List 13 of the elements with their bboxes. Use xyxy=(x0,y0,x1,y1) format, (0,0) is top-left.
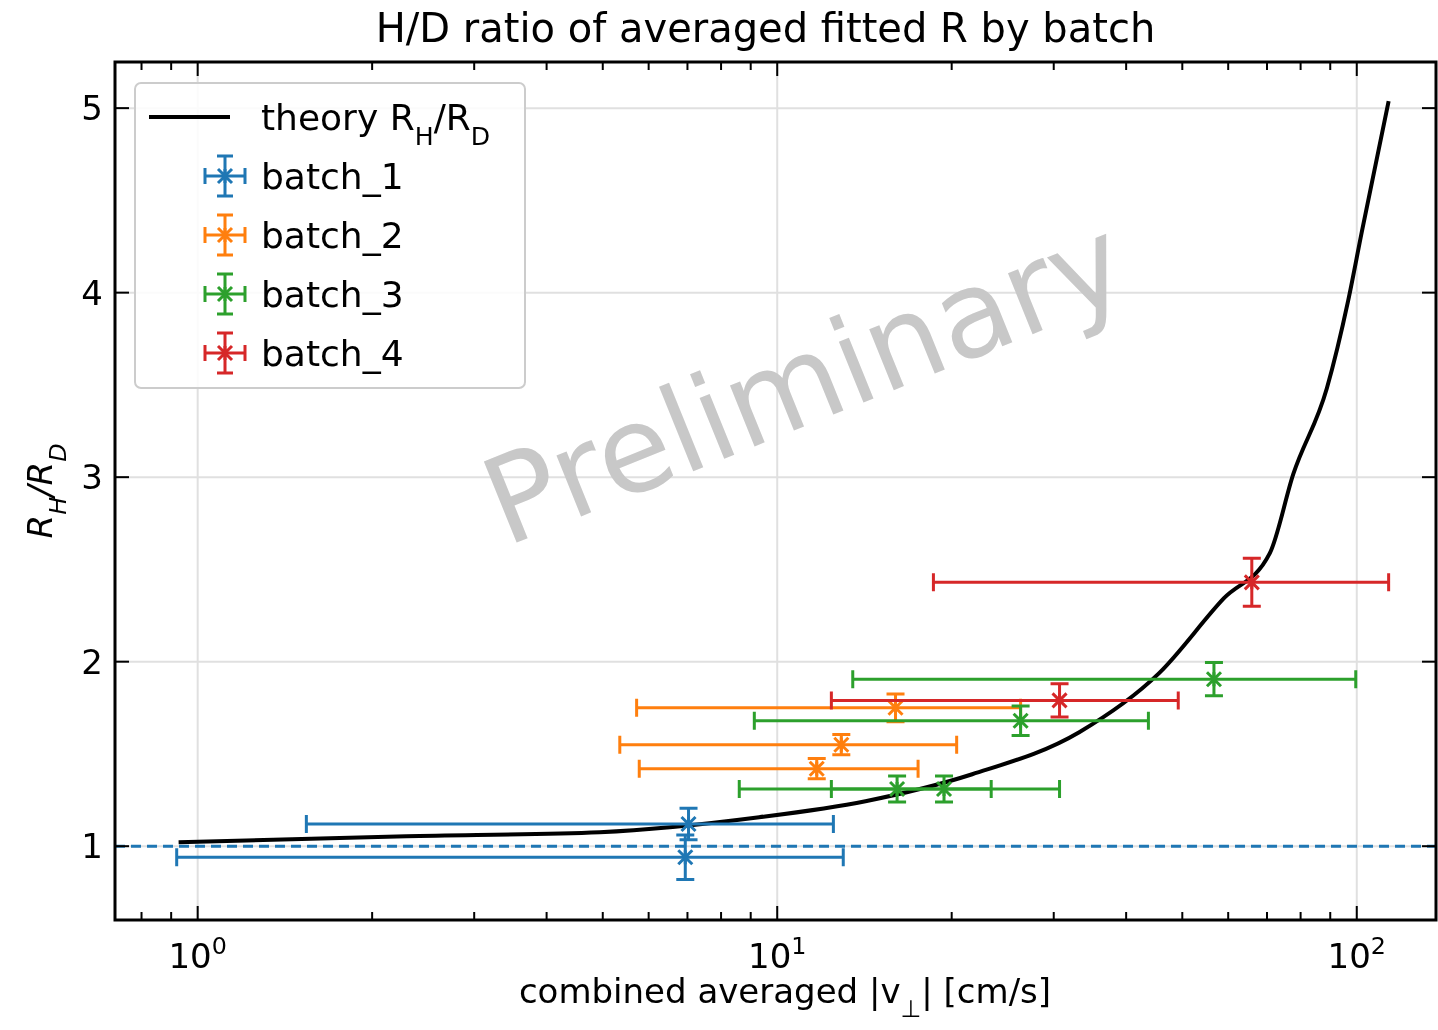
y-tick-label: 4 xyxy=(81,272,103,313)
x-tick-label: 10$^{0}$ xyxy=(168,932,227,976)
x-tick-label: 10$^{2}$ xyxy=(1327,932,1386,976)
legend-label: batch_1 xyxy=(261,156,404,197)
legend-label: batch_3 xyxy=(261,274,404,315)
legend-label: batch_4 xyxy=(261,333,404,374)
legend-label: theory R$_{H}$/R$_{D}$ xyxy=(261,97,491,151)
y-tick-label: 5 xyxy=(81,88,103,129)
chart-title: H/D ratio of averaged fitted R by batch xyxy=(375,5,1156,51)
y-tick-label: 3 xyxy=(81,457,103,498)
y-tick-label: 2 xyxy=(81,641,103,682)
y-tick-label: 1 xyxy=(81,826,103,867)
legend-label: batch_2 xyxy=(261,215,404,256)
